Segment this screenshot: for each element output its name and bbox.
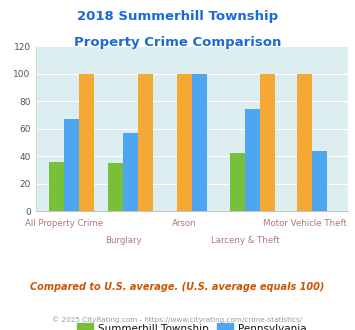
Bar [230,153,245,211]
Bar [49,162,64,211]
Bar [123,133,138,211]
Text: Motor Vehicle Theft: Motor Vehicle Theft [263,219,347,228]
Bar [177,74,192,211]
Bar [192,74,207,211]
Bar [312,151,327,211]
Bar [79,74,93,211]
Legend: Summerhill Township, National, Pennsylvania: Summerhill Township, National, Pennsylva… [73,319,311,330]
Text: © 2025 CityRating.com - https://www.cityrating.com/crime-statistics/: © 2025 CityRating.com - https://www.city… [53,317,302,323]
Bar [245,110,260,211]
Bar [64,119,79,211]
Text: Compared to U.S. average. (U.S. average equals 100): Compared to U.S. average. (U.S. average … [30,282,325,292]
Bar [138,74,153,211]
Bar [108,163,123,211]
Text: Arson: Arson [172,219,197,228]
Text: 2018 Summerhill Township: 2018 Summerhill Township [77,10,278,23]
Bar [260,74,275,211]
Bar [297,74,312,211]
Text: All Property Crime: All Property Crime [25,219,103,228]
Text: Burglary: Burglary [105,236,142,245]
Text: Larceny & Theft: Larceny & Theft [211,236,280,245]
Text: Property Crime Comparison: Property Crime Comparison [74,36,281,49]
